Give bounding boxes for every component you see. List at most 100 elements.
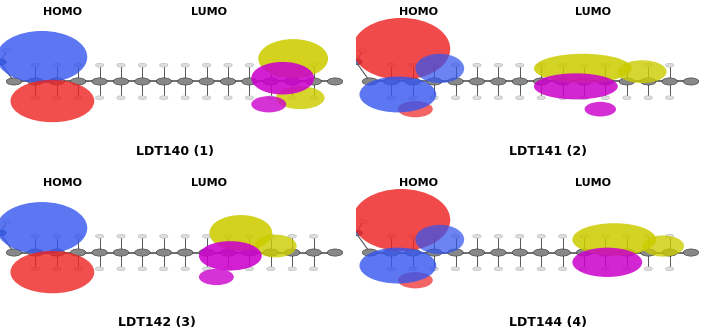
- Circle shape: [448, 249, 463, 256]
- Circle shape: [31, 96, 39, 100]
- Circle shape: [74, 234, 82, 238]
- Text: HOMO: HOMO: [43, 178, 82, 188]
- Circle shape: [558, 96, 567, 100]
- Circle shape: [49, 249, 64, 256]
- Ellipse shape: [251, 62, 314, 95]
- Circle shape: [288, 96, 296, 100]
- Circle shape: [223, 63, 232, 67]
- Circle shape: [53, 267, 61, 271]
- Circle shape: [598, 78, 613, 85]
- Circle shape: [159, 96, 168, 100]
- Ellipse shape: [199, 241, 262, 271]
- Circle shape: [580, 63, 588, 67]
- Circle shape: [95, 267, 104, 271]
- Circle shape: [202, 63, 211, 67]
- Circle shape: [181, 63, 190, 67]
- Circle shape: [473, 96, 482, 100]
- Circle shape: [448, 78, 463, 85]
- Circle shape: [95, 234, 104, 238]
- Text: LDT142 (3): LDT142 (3): [118, 316, 196, 329]
- Ellipse shape: [398, 101, 433, 117]
- Circle shape: [138, 267, 147, 271]
- Circle shape: [683, 249, 699, 256]
- Circle shape: [387, 234, 396, 238]
- Circle shape: [3, 220, 11, 223]
- Circle shape: [491, 78, 506, 85]
- Circle shape: [285, 249, 300, 256]
- Circle shape: [199, 78, 214, 85]
- Ellipse shape: [352, 18, 450, 80]
- Circle shape: [338, 218, 346, 222]
- Circle shape: [114, 249, 129, 256]
- Circle shape: [117, 267, 125, 271]
- Circle shape: [619, 78, 634, 85]
- Circle shape: [515, 96, 524, 100]
- Text: LUMO: LUMO: [191, 7, 228, 16]
- Circle shape: [53, 63, 61, 67]
- Circle shape: [156, 78, 171, 85]
- Circle shape: [74, 63, 82, 67]
- Ellipse shape: [618, 60, 667, 83]
- Circle shape: [327, 78, 343, 85]
- Circle shape: [6, 249, 22, 256]
- Circle shape: [619, 249, 634, 256]
- Circle shape: [223, 267, 232, 271]
- Circle shape: [70, 78, 86, 85]
- Ellipse shape: [415, 225, 464, 254]
- Circle shape: [202, 96, 211, 100]
- Circle shape: [558, 267, 567, 271]
- Circle shape: [221, 78, 235, 85]
- Circle shape: [266, 96, 275, 100]
- Circle shape: [31, 234, 39, 238]
- Circle shape: [641, 78, 656, 85]
- Circle shape: [327, 249, 343, 256]
- Circle shape: [0, 230, 6, 236]
- Ellipse shape: [0, 31, 87, 83]
- Circle shape: [623, 267, 631, 271]
- Circle shape: [159, 234, 168, 238]
- Circle shape: [202, 234, 211, 238]
- Circle shape: [359, 48, 367, 52]
- Circle shape: [409, 63, 417, 67]
- Circle shape: [223, 234, 232, 238]
- Circle shape: [202, 267, 211, 271]
- Circle shape: [470, 249, 484, 256]
- Circle shape: [537, 63, 546, 67]
- Circle shape: [515, 234, 524, 238]
- Circle shape: [601, 267, 610, 271]
- Circle shape: [662, 249, 678, 256]
- Circle shape: [598, 249, 613, 256]
- Text: LUMO: LUMO: [575, 7, 611, 16]
- Ellipse shape: [642, 235, 684, 257]
- Circle shape: [0, 59, 6, 65]
- Ellipse shape: [209, 215, 272, 251]
- Circle shape: [245, 96, 254, 100]
- Circle shape: [580, 96, 588, 100]
- Circle shape: [27, 78, 43, 85]
- Circle shape: [473, 267, 482, 271]
- Circle shape: [427, 78, 442, 85]
- Circle shape: [92, 249, 107, 256]
- Circle shape: [430, 234, 439, 238]
- Circle shape: [31, 267, 39, 271]
- Circle shape: [451, 96, 460, 100]
- Circle shape: [359, 220, 367, 223]
- Ellipse shape: [258, 39, 328, 78]
- Circle shape: [266, 234, 275, 238]
- Ellipse shape: [534, 73, 618, 100]
- Circle shape: [666, 267, 674, 271]
- Circle shape: [178, 78, 193, 85]
- Circle shape: [309, 267, 318, 271]
- Circle shape: [387, 63, 396, 67]
- Circle shape: [350, 230, 362, 236]
- Circle shape: [576, 249, 591, 256]
- Circle shape: [537, 234, 546, 238]
- Circle shape: [306, 249, 321, 256]
- Circle shape: [242, 78, 257, 85]
- Circle shape: [135, 249, 150, 256]
- Text: LDT144 (4): LDT144 (4): [509, 316, 587, 329]
- Circle shape: [491, 249, 506, 256]
- Circle shape: [95, 96, 104, 100]
- Circle shape: [405, 249, 420, 256]
- Circle shape: [473, 63, 482, 67]
